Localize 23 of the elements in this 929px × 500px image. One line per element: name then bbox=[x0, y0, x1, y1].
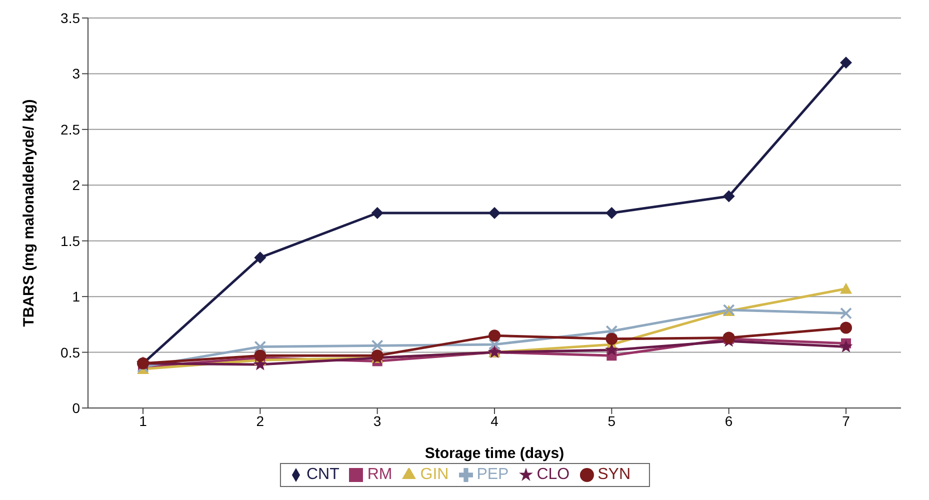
legend-label: PEP bbox=[476, 466, 509, 483]
legend-label: CNT bbox=[306, 466, 340, 483]
y-tick-label: 2.5 bbox=[60, 121, 80, 138]
x-tick-label: 2 bbox=[256, 412, 264, 429]
x-tick-label: 1 bbox=[139, 412, 148, 429]
y-tick-label: 1.5 bbox=[60, 232, 80, 249]
legend-label: RM bbox=[367, 466, 392, 483]
legend-label: GIN bbox=[420, 466, 449, 483]
y-tick-label: 0.5 bbox=[60, 344, 80, 360]
x-tick-label: 6 bbox=[724, 412, 733, 429]
x-tick-label: 3 bbox=[373, 412, 382, 429]
x-axis-title: Storage time (days) bbox=[424, 445, 564, 462]
y-axis-title: TBARS (mg malonaldehyde/ kg) bbox=[20, 99, 38, 327]
legend-label: CLO bbox=[536, 466, 570, 483]
y-tick-label: 2 bbox=[72, 177, 80, 194]
legend-label: SYN bbox=[598, 466, 631, 483]
x-tick-label: 7 bbox=[842, 412, 850, 429]
y-tick-label: 1 bbox=[72, 288, 80, 305]
y-tick-label: 3.5 bbox=[60, 10, 80, 26]
y-tick-label: 0 bbox=[72, 400, 80, 416]
x-tick-label: 4 bbox=[490, 412, 499, 429]
x-tick-label: 5 bbox=[608, 412, 616, 429]
y-tick-label: 3 bbox=[72, 66, 80, 82]
